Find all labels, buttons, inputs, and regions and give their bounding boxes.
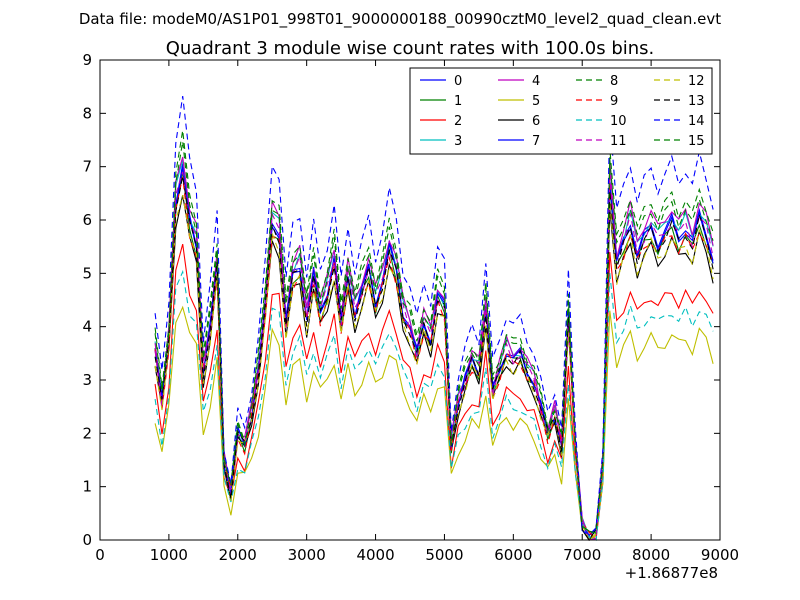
legend-label-3: 3 (454, 134, 462, 149)
legend-label-13: 13 (688, 94, 705, 109)
legend-label-14: 14 (688, 114, 705, 129)
legend-label-8: 8 (610, 74, 618, 89)
series-line-5 (154, 305, 714, 541)
y-tick-label: 7 (82, 158, 92, 176)
series-line-4 (154, 156, 714, 541)
y-tick-label: 9 (82, 51, 92, 69)
x-tick-label: 6000 (494, 546, 532, 564)
legend-label-9: 9 (610, 94, 618, 109)
plot-lines (154, 96, 714, 542)
legend-label-7: 7 (532, 134, 540, 149)
plot-frame (99, 59, 721, 541)
y-tick-label: 4 (82, 318, 92, 336)
chart-suptitle: Data file: modeM0/AS1P01_998T01_90000001… (79, 10, 721, 29)
legend-label-1: 1 (454, 94, 462, 109)
y-tick-label: 0 (82, 531, 92, 549)
x-offset-label: +1.86877e8 (625, 564, 718, 582)
x-tick-label: 1000 (150, 546, 188, 564)
x-tick-label: 9000 (701, 546, 739, 564)
y-tick-label: 6 (82, 211, 92, 229)
series-line-3 (154, 159, 714, 541)
x-tick-label: 8000 (632, 546, 670, 564)
legend-label-12: 12 (688, 74, 705, 89)
x-tick-label: 0 (95, 546, 105, 564)
legend-label-15: 15 (688, 134, 705, 149)
series-line-9 (154, 176, 714, 541)
series-line-15 (154, 141, 714, 534)
x-tick-label: 4000 (356, 546, 394, 564)
legend-label-10: 10 (610, 114, 627, 129)
series-line-8 (154, 130, 714, 534)
chart-title: Quadrant 3 module wise count rates with … (166, 38, 655, 59)
axis-ticks: 0 1000 2000 3000 4000 5000 6000 7000 8000 9000012… (82, 51, 739, 564)
legend-label-4: 4 (532, 74, 540, 89)
legend-box (409, 67, 713, 155)
series-line-1 (154, 171, 714, 534)
x-tick-label: 5000 (425, 546, 463, 564)
legend-label-11: 11 (610, 134, 627, 149)
y-tick-label: 3 (82, 371, 92, 389)
x-tick-label: 3000 (288, 546, 326, 564)
legend-label-5: 5 (532, 94, 540, 109)
series-line-13 (154, 176, 714, 542)
legend-label-6: 6 (532, 114, 540, 129)
y-tick-label: 1 (82, 478, 92, 496)
series-line-6 (154, 194, 714, 541)
series-line-7 (154, 167, 714, 537)
x-tick-label: 7000 (563, 546, 601, 564)
y-tick-label: 2 (82, 424, 92, 442)
series-line-10 (154, 269, 714, 541)
legend-label-2: 2 (454, 114, 462, 129)
series-line-14 (154, 96, 714, 536)
y-tick-label: 8 (82, 104, 92, 122)
series-line-2 (154, 243, 714, 541)
legend-label-0: 0 (454, 74, 462, 89)
x-tick-label: 2000 (219, 546, 257, 564)
series-line-0 (154, 163, 714, 537)
y-tick-label: 5 (82, 264, 92, 282)
series-line-12 (154, 194, 714, 541)
series-line-11 (154, 171, 714, 541)
